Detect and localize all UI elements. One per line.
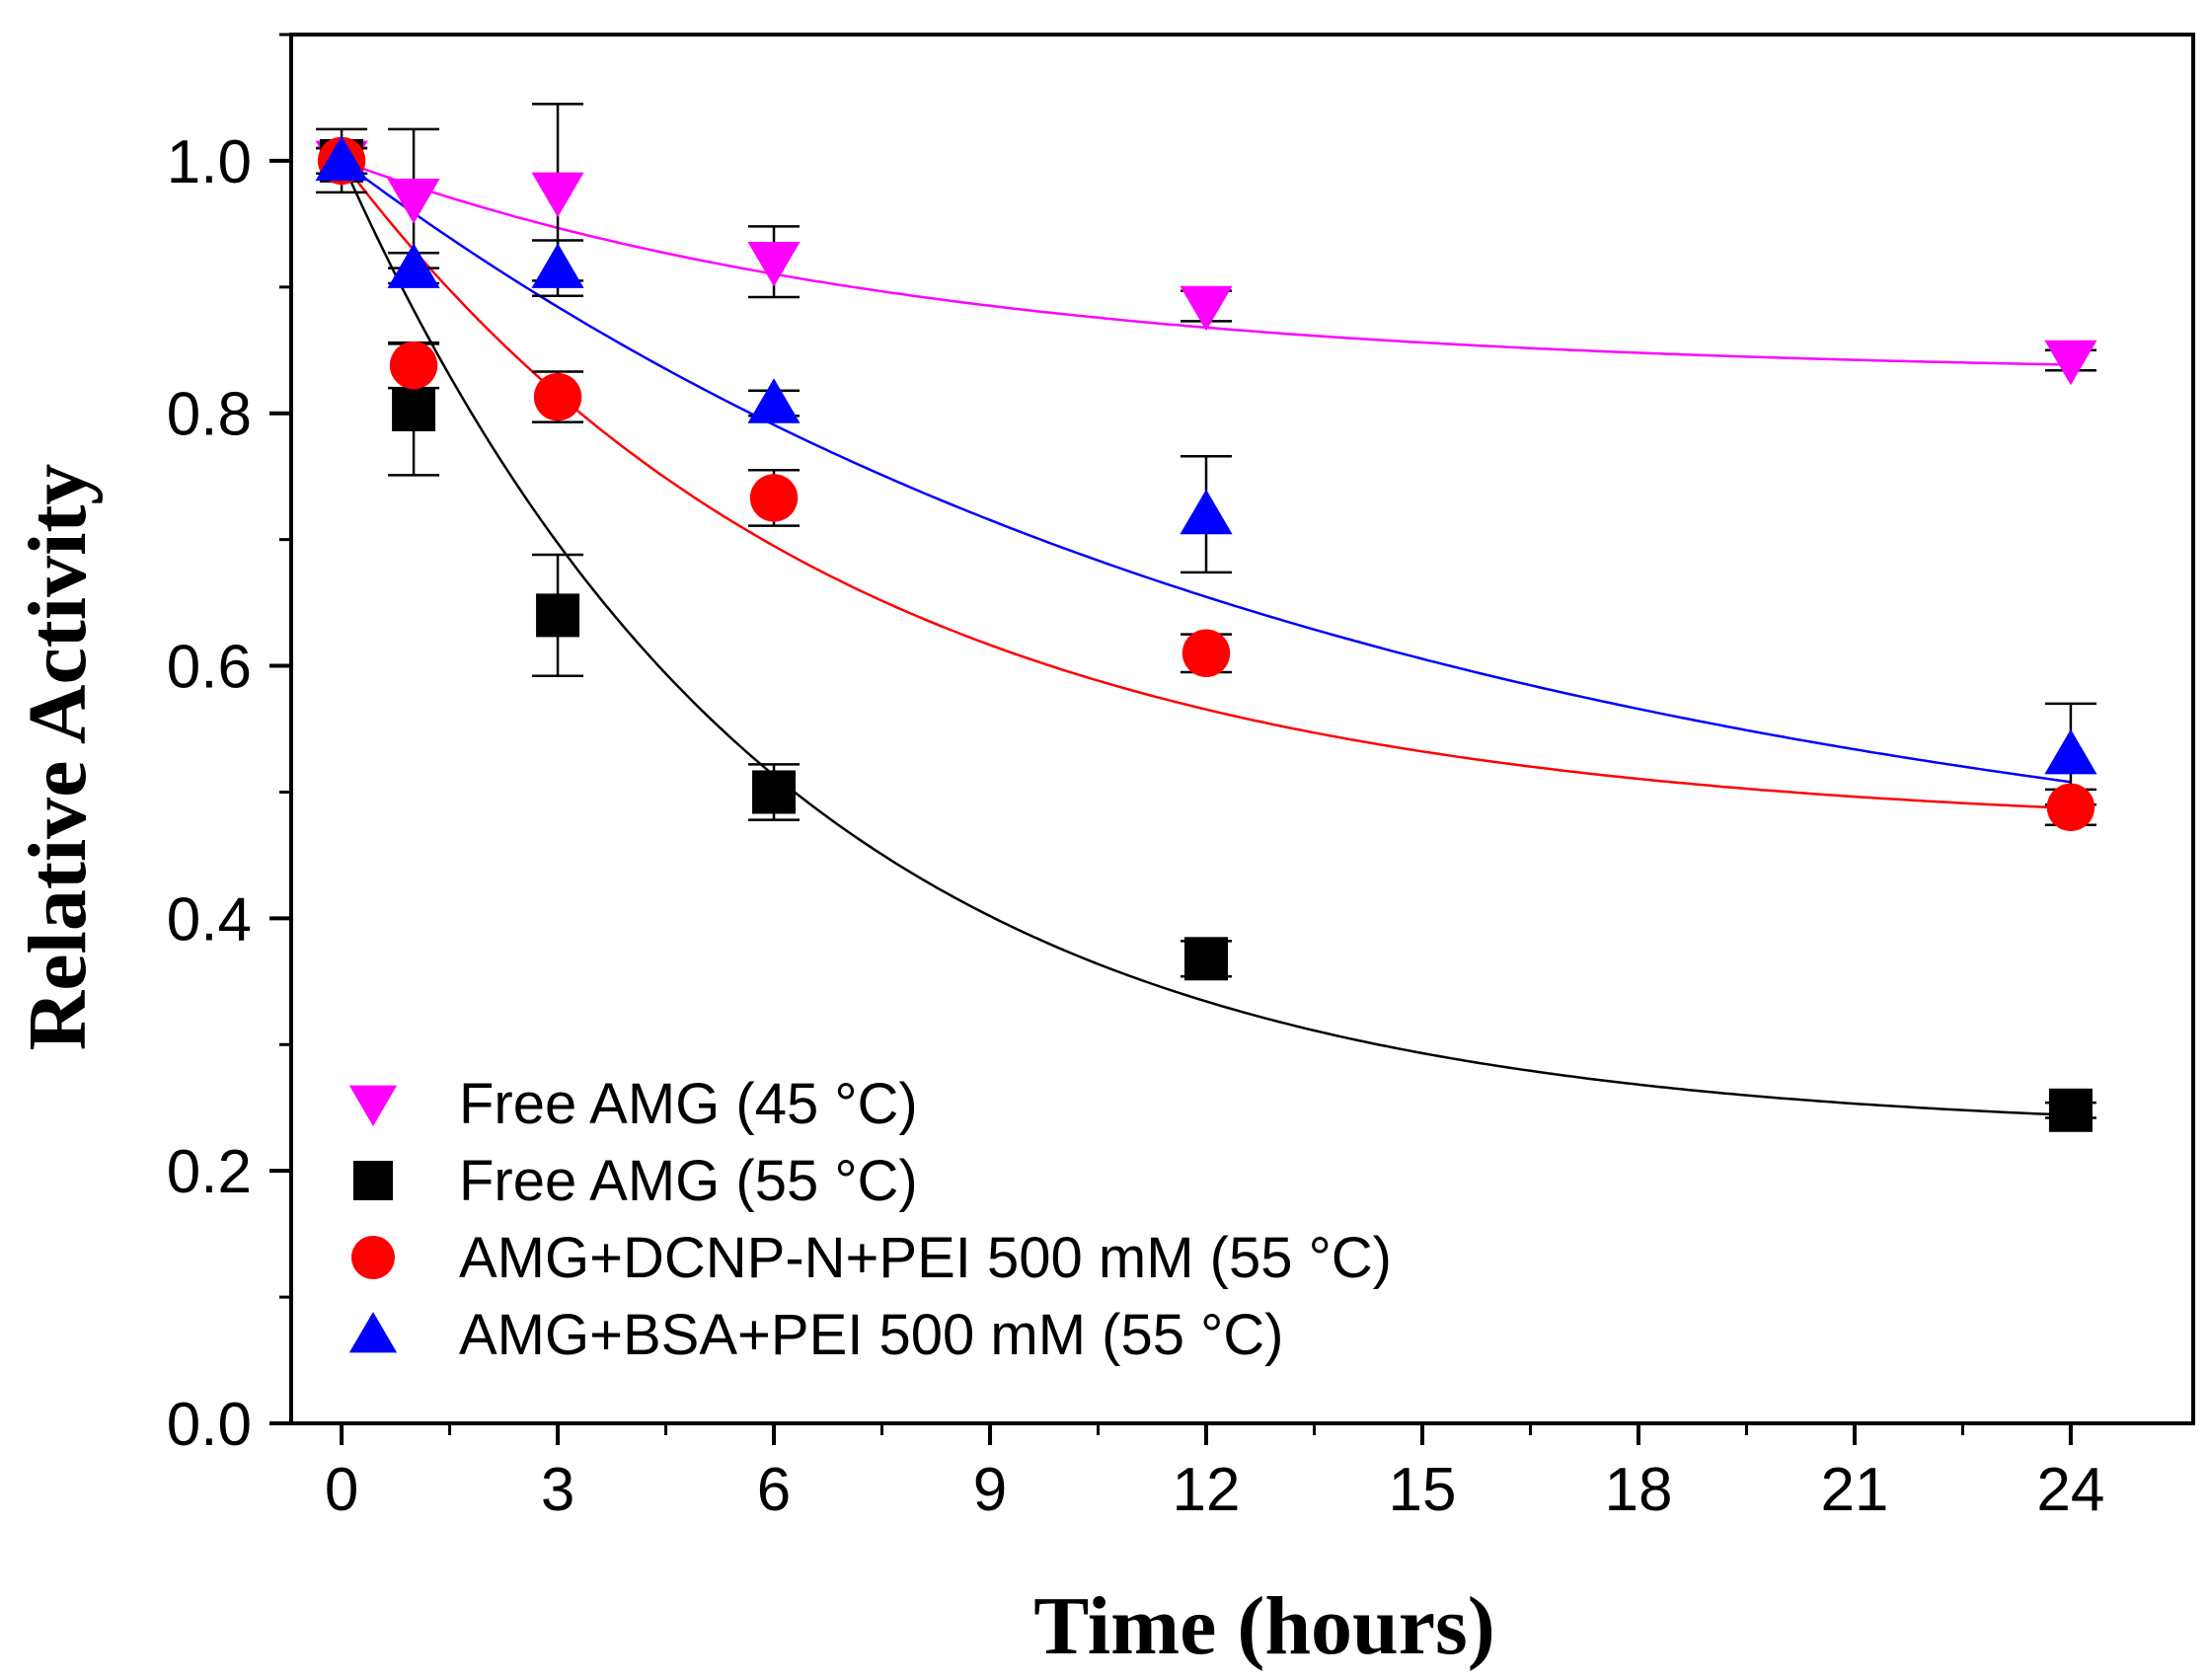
data-point [752, 770, 797, 814]
data-point [2048, 1088, 2093, 1132]
axes: 0 3 6 9 12 15 18 21 24 0.0 0.2 0.4 0.6 0.8 1.0 [167, 33, 2195, 1524]
data-point [2044, 728, 2097, 775]
y-tick-label: 0.6 [167, 634, 252, 702]
data-point [747, 378, 800, 423]
y-tick-label: 1.0 [167, 128, 252, 196]
x-tick-label: 15 [1388, 1456, 1456, 1524]
data-point [389, 341, 438, 390]
data-point [1184, 937, 1229, 981]
x-tick-label: 0 [325, 1456, 358, 1524]
y-tick-label: 0.0 [167, 1391, 252, 1459]
legend-label: Free AMG (55 °C) [459, 1149, 918, 1213]
fit-curve [341, 160, 2071, 810]
y-tick-label: 0.2 [167, 1138, 252, 1206]
data-point [531, 243, 584, 288]
x-tick-label: 12 [1173, 1456, 1241, 1524]
data-markers [315, 135, 2097, 1132]
data-point [531, 172, 584, 218]
y-tick-label: 0.8 [167, 381, 252, 449]
fit-curve [340, 160, 2071, 1117]
x-tick-label: 18 [1604, 1456, 1672, 1524]
data-point [1181, 629, 1231, 677]
data-point [747, 241, 800, 287]
data-point [533, 372, 582, 421]
x-tick-label: 3 [541, 1456, 574, 1524]
x-tick-label: 6 [757, 1456, 791, 1524]
data-point [392, 387, 436, 431]
data-point [1180, 489, 1233, 535]
y-axis-title: Relative Activity [12, 464, 104, 1051]
legend-marker [351, 1236, 395, 1279]
data-point [387, 179, 440, 224]
legend-marker [348, 1312, 398, 1353]
legend-marker [353, 1161, 393, 1200]
x-axis-title: Time (hours) [1033, 1580, 1494, 1672]
x-tick-label: 9 [973, 1456, 1007, 1524]
legend-label: Free AMG (45 °C) [459, 1072, 918, 1136]
data-point [749, 474, 799, 522]
legend-label: AMG+DCNP-N+PEI 500 mM (55 °C) [459, 1226, 1392, 1290]
legend-marker [348, 1085, 398, 1126]
data-point [315, 135, 368, 182]
x-tick-label: 24 [2036, 1456, 2104, 1524]
data-point [536, 593, 580, 638]
legend-label: AMG+BSA+PEI 500 mM (55 °C) [459, 1303, 1283, 1367]
y-tick-label: 0.4 [167, 885, 252, 954]
data-point [1180, 285, 1233, 332]
fit-curve [341, 159, 2071, 366]
x-tick-label: 21 [1820, 1456, 1888, 1524]
data-point [387, 243, 440, 288]
legend: Free AMG (45 °C) Free AMG (55 °C) AMG+DCNP… [348, 1072, 1392, 1367]
plot-frame [289, 33, 2195, 1425]
data-point [2046, 783, 2096, 832]
fit-curve [341, 159, 2072, 784]
data-point [2044, 340, 2097, 386]
